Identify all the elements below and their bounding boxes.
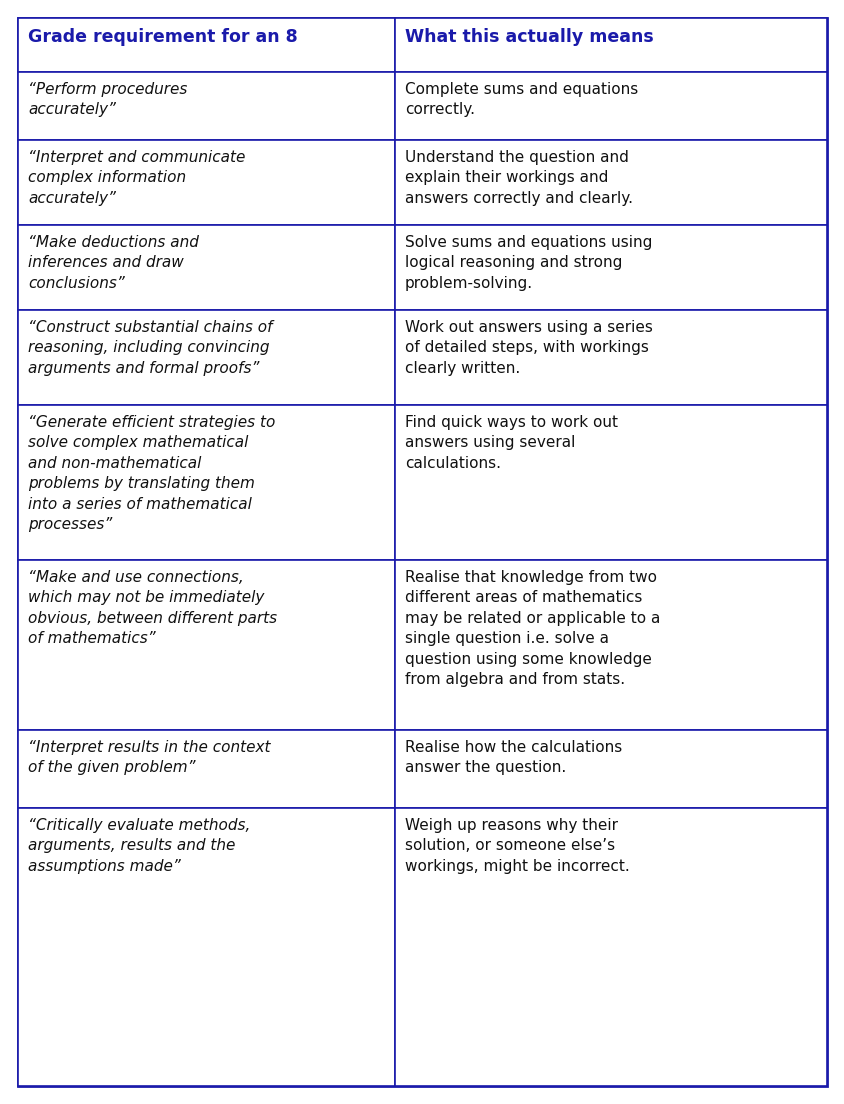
Bar [18,225,394,310]
Bar [394,405,826,560]
Text: Understand the question and
explain their workings and
answers correctly and cle: Understand the question and explain thei… [404,150,632,205]
Text: Realise how the calculations
answer the question.: Realise how the calculations answer the … [404,740,621,775]
Text: “Interpret results in the context
of the given problem”: “Interpret results in the context of the… [28,740,270,775]
Text: What this actually means: What this actually means [404,28,653,46]
Text: Weigh up reasons why their
solution, or someone else’s
workings, might be incorr: Weigh up reasons why their solution, or … [404,818,629,873]
Text: “Make deductions and
inferences and draw
conclusions”: “Make deductions and inferences and draw… [28,235,198,290]
Text: “Critically evaluate methods,
arguments, results and the
assumptions made”: “Critically evaluate methods, arguments,… [28,818,250,873]
Text: “Perform procedures
accurately”: “Perform procedures accurately” [28,82,187,117]
Bar [18,405,394,560]
Bar [18,560,394,730]
Bar [394,72,826,140]
Bar [394,18,826,72]
Text: “Construct substantial chains of
reasoning, including convincing
arguments and f: “Construct substantial chains of reasoni… [28,320,272,375]
Bar [394,310,826,405]
Bar [18,18,394,72]
Text: Find quick ways to work out
answers using several
calculations.: Find quick ways to work out answers usin… [404,415,617,470]
Bar [394,808,826,1086]
Bar [394,140,826,225]
Bar [394,730,826,808]
Bar [18,72,394,140]
Text: “Interpret and communicate
complex information
accurately”: “Interpret and communicate complex infor… [28,150,245,205]
Text: Realise that knowledge from two
different areas of mathematics
may be related or: Realise that knowledge from two differen… [404,570,660,687]
Text: Work out answers using a series
of detailed steps, with workings
clearly written: Work out answers using a series of detai… [404,320,652,375]
Text: Grade requirement for an 8: Grade requirement for an 8 [28,28,297,46]
Bar [18,808,394,1086]
Bar [394,560,826,730]
Bar [18,140,394,225]
Text: Complete sums and equations
correctly.: Complete sums and equations correctly. [404,82,637,117]
Bar [18,730,394,808]
Text: “Make and use connections,
which may not be immediately
obvious, between differe: “Make and use connections, which may not… [28,570,277,646]
Bar [394,225,826,310]
Text: Solve sums and equations using
logical reasoning and strong
problem-solving.: Solve sums and equations using logical r… [404,235,652,290]
Bar [18,310,394,405]
Text: “Generate efficient strategies to
solve complex mathematical
and non-mathematica: “Generate efficient strategies to solve … [28,415,275,532]
